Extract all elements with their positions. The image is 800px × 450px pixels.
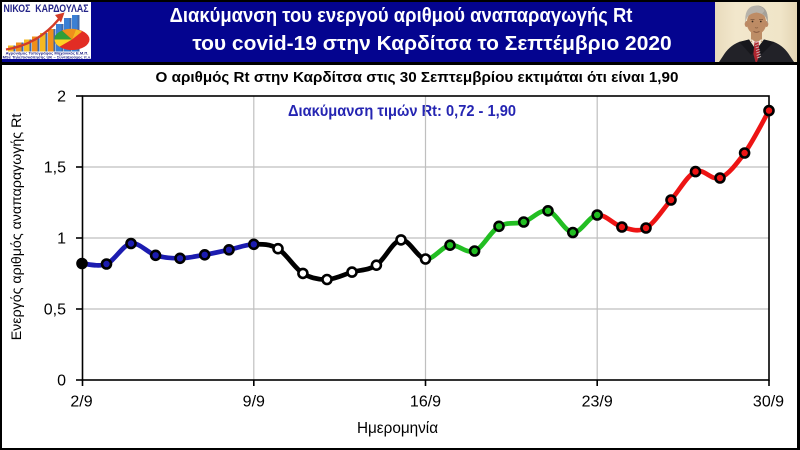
svg-text:1: 1 — [57, 231, 66, 248]
svg-text:0,5: 0,5 — [44, 302, 66, 319]
svg-text:16/9: 16/9 — [410, 394, 441, 411]
svg-text:1,5: 1,5 — [44, 160, 66, 177]
svg-text:2/9: 2/9 — [70, 394, 92, 411]
svg-text:23/9: 23/9 — [582, 394, 613, 411]
svg-text:9/9: 9/9 — [243, 394, 265, 411]
svg-text:2: 2 — [57, 89, 66, 106]
svg-text:0: 0 — [57, 373, 66, 390]
svg-text:30/9: 30/9 — [753, 394, 784, 411]
